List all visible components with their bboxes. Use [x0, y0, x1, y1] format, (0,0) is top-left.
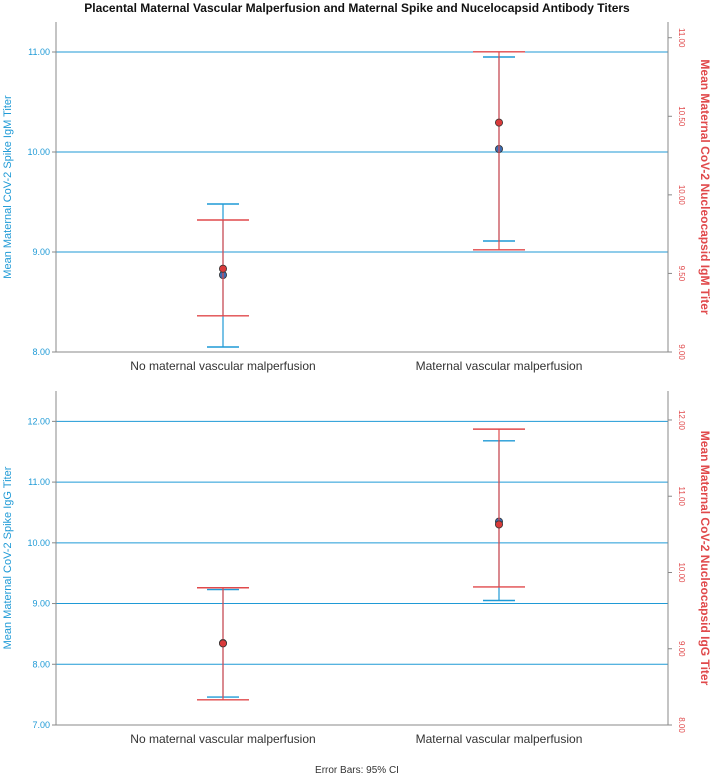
chart-panel-1: 8.00 9.00 10.00 11.00 9.00 9.50 10.00 10.50 11.0…	[2, 22, 712, 373]
mean-point	[218, 264, 227, 273]
left-tick-label: 10.00	[27, 538, 50, 548]
left-axis-title: Mean Maternal CoV-2 Spike IgM Titer	[2, 95, 14, 279]
left-tick-label: 7.00	[32, 720, 50, 730]
right-tick-label: 10.50	[677, 106, 686, 127]
right-tick-label: 9.00	[677, 344, 686, 360]
right-tick-label: 9.00	[677, 641, 686, 657]
left-tick-label: 8.00	[32, 347, 50, 357]
right-tick-label: 11.00	[677, 28, 686, 48]
right-tick-label: 8.00	[677, 717, 686, 733]
left-tick-label: 12.00	[27, 416, 50, 426]
series-spike-igm	[207, 56, 515, 348]
left-tick-label: 10.00	[27, 147, 50, 157]
x-category-label: No maternal vascular malperfusion	[130, 732, 315, 746]
chart-title: Placental Maternal Vascular Malperfusion…	[84, 1, 630, 15]
left-axis-title: Mean Maternal CoV-2 Spike IgG Titer	[2, 466, 14, 649]
right-tick-label: 12.00	[677, 410, 686, 431]
x-category-label: Maternal vascular malperfusion	[416, 359, 583, 373]
left-tick-label: 11.00	[28, 477, 50, 487]
right-tick-label: 11.00	[677, 487, 686, 507]
right-axis-title: Mean Maternal CoV-2 Nucleocapsid IgG Tit…	[698, 431, 712, 686]
series-spike-igg	[207, 440, 515, 698]
mean-point	[218, 639, 227, 648]
chart-panel-2: 7.00 8.00 9.00 10.00 11.00 12.00 8.00 9.00 10.00…	[2, 391, 712, 746]
x-category-label: No maternal vascular malperfusion	[130, 359, 315, 373]
right-tick-label: 10.00	[677, 562, 686, 583]
left-tick-label: 11.00	[28, 47, 50, 57]
left-tick-label: 9.00	[32, 247, 50, 257]
right-tick-label: 10.00	[677, 185, 686, 206]
mean-point	[494, 118, 503, 127]
error-bars-caption: Error Bars: 95% CI	[315, 765, 399, 776]
right-tick-label: 9.50	[677, 266, 686, 282]
series-nucleocapsid-igm	[197, 51, 525, 317]
left-tick-label: 9.00	[32, 599, 50, 609]
x-category-label: Maternal vascular malperfusion	[416, 732, 583, 746]
series-nucleocapsid-igg	[197, 428, 525, 701]
mean-point	[494, 520, 503, 529]
right-axis-title: Mean Maternal CoV-2 Nucleocapsid IgM Tit…	[698, 59, 712, 315]
left-tick-label: 8.00	[32, 659, 50, 669]
